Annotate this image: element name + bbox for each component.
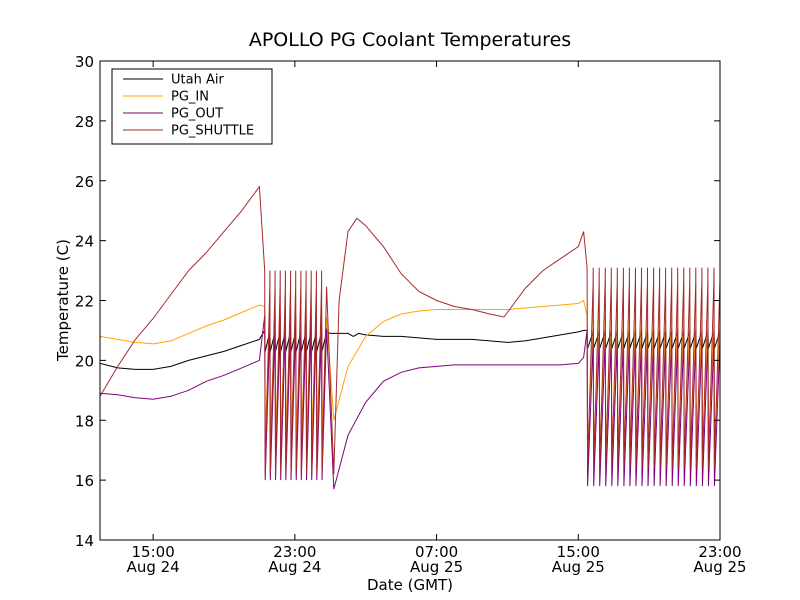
series-line-pg-out [100, 315, 720, 490]
x-tick-date-label: Aug 24 [268, 558, 321, 576]
x-axis-label: Date (GMT) [367, 576, 453, 594]
y-tick-label: 26 [75, 173, 94, 191]
x-tick-date-label: Aug 25 [693, 558, 746, 576]
legend-box [111, 68, 273, 145]
legend: Utah Air PG_IN PG_OUT PG_SHUTTLE [111, 68, 273, 145]
series-layer [100, 185, 720, 490]
plot-frame [99, 60, 721, 541]
x-tick-time-label: 15:00 [557, 543, 600, 561]
legend-label-pg-shuttle: PG_SHUTTLE [171, 124, 254, 139]
y-tick-label: 20 [75, 352, 94, 370]
y-tick-label: 30 [75, 53, 94, 71]
y-tick-label: 24 [75, 233, 94, 251]
y-tick-label: 18 [75, 412, 94, 430]
x-tick-date-label: Aug 25 [552, 558, 605, 576]
y-tick-label: 22 [75, 293, 94, 311]
legend-label-pg-in: PG_IN [171, 90, 209, 105]
x-tick-date-label: Aug 24 [127, 558, 180, 576]
y-tick-label: 28 [75, 113, 94, 131]
x-tick-date-label: Aug 25 [410, 558, 463, 576]
legend-label-utah-air: Utah Air [171, 73, 224, 88]
x-tick-time-label: 15:00 [132, 543, 175, 561]
y-tick-label: 14 [75, 532, 94, 550]
legend-label-pg-out: PG_OUT [171, 107, 223, 122]
chart-title: APOLLO PG Coolant Temperatures [249, 29, 571, 51]
y-tick-label: 16 [75, 472, 94, 490]
y-axis-label: Temperature (C) [54, 239, 72, 362]
series-line-pg-shuttle [100, 185, 720, 475]
x-tick-time-label: 07:00 [415, 543, 458, 561]
x-tick-time-label: 23:00 [273, 543, 316, 561]
x-tick-time-label: 23:00 [698, 543, 741, 561]
